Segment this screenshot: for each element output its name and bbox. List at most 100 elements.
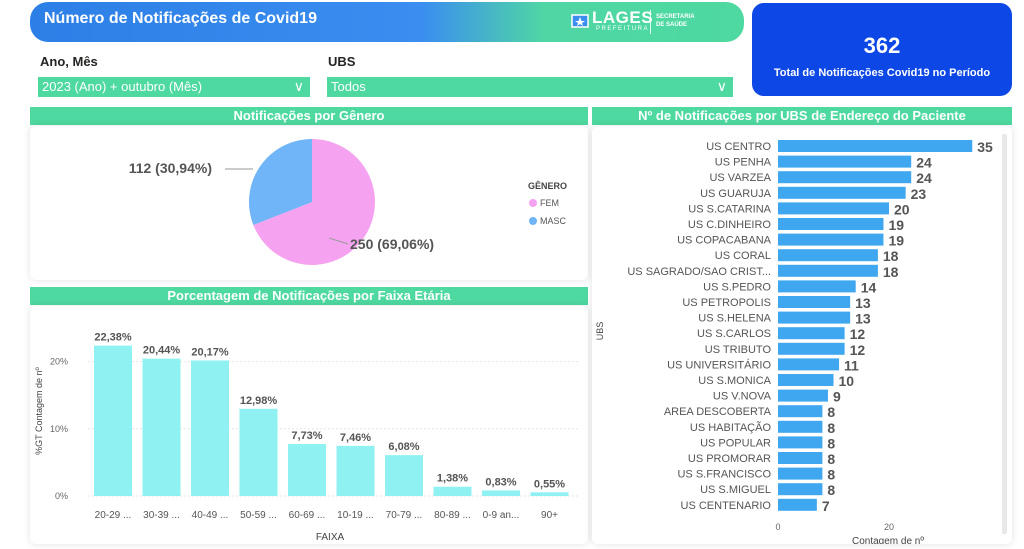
logo-divider xyxy=(650,10,651,34)
age-bar[interactable] xyxy=(336,445,375,496)
age-category-label: 30-39 ... xyxy=(143,510,180,521)
ubs-bar-label: 13 xyxy=(855,311,871,327)
age-bar[interactable] xyxy=(482,490,520,496)
ubs-category-label: US UNIVERSITÁRIO xyxy=(667,358,771,371)
legend-fem-label: FEM xyxy=(540,198,559,208)
ubs-category-label: US PROMORAR xyxy=(688,453,771,465)
ubs-bar[interactable] xyxy=(778,171,912,184)
ubs-bar[interactable] xyxy=(778,420,823,433)
ubs-bar[interactable] xyxy=(778,389,828,402)
pie-slice-fem[interactable] xyxy=(253,139,375,265)
title-bar: Número de Notificações de Covid19 LAGES … xyxy=(30,2,744,42)
ubs-y-axis-title: UBS xyxy=(595,322,605,341)
ubs-bar[interactable] xyxy=(778,452,823,464)
kpi-label: Total de Notificações Covid19 no Período xyxy=(773,67,991,79)
age-y-tick: 0% xyxy=(55,491,68,501)
ubs-bar-label: 9 xyxy=(833,389,841,405)
age-category-label: 80-89 ... xyxy=(434,510,471,521)
age-bar[interactable] xyxy=(288,444,326,496)
ubs-bar[interactable] xyxy=(778,233,884,246)
legend-title: GÊNERO xyxy=(528,180,567,191)
ubs-bar[interactable] xyxy=(778,264,878,277)
ubs-bar[interactable] xyxy=(778,483,823,496)
ubs-category-label: US S.HELENA xyxy=(698,313,771,325)
ubs-category-label: US CORAL xyxy=(715,250,771,262)
ubs-scrollbar[interactable] xyxy=(1002,134,1007,534)
ubs-category-label: US POPULAR xyxy=(700,437,771,449)
ubs-bar-label: 13 xyxy=(855,295,871,311)
age-bar-label: 0,55% xyxy=(534,478,565,490)
ubs-bar[interactable] xyxy=(778,436,823,449)
ubs-bar-label: 18 xyxy=(883,248,899,264)
ubs-bar[interactable] xyxy=(778,202,889,215)
ubs-bar[interactable] xyxy=(778,405,823,418)
age-bar[interactable] xyxy=(142,358,181,496)
ubs-bar[interactable] xyxy=(778,358,840,371)
ubs-bar[interactable] xyxy=(778,140,973,152)
ubs-bar[interactable] xyxy=(778,218,884,230)
ubs-category-label: US GUARUJA xyxy=(700,188,772,200)
ubs-category-label: US S.CARLOS xyxy=(697,328,771,340)
age-category-label: 10-19 ... xyxy=(337,510,374,521)
age-section-header: Porcentagem de Notificações por Faixa Et… xyxy=(30,287,588,305)
flag-icon xyxy=(571,14,589,28)
ubs-bar-label: 19 xyxy=(888,217,904,233)
ubs-bar[interactable] xyxy=(778,498,817,511)
period-filter-dropdown[interactable]: 2023 (Ano) + outubro (Mês) ∨ xyxy=(38,77,310,97)
age-bar[interactable] xyxy=(385,455,423,496)
age-y-tick: 20% xyxy=(50,357,68,367)
lages-logo: LAGES PREFEITURA SECRETARIA DE SAÚDE xyxy=(570,7,740,37)
age-category-label: 90+ xyxy=(541,510,558,521)
age-bar-label: 7,46% xyxy=(340,432,371,444)
age-bar-label: 20,17% xyxy=(191,346,229,358)
ubs-category-label: US S.MIGUEL xyxy=(700,484,771,496)
ubs-bar-label: 12 xyxy=(850,342,866,358)
ubs-category-label: US S.PEDRO xyxy=(703,281,771,293)
age-bar-label: 7,73% xyxy=(291,430,322,442)
ubs-bar[interactable] xyxy=(778,249,878,262)
chevron-down-icon: ∨ xyxy=(293,78,304,94)
ubs-x-axis-title: Contagem de nº xyxy=(852,536,924,544)
period-filter-value: 2023 (Ano) + outubro (Mês) xyxy=(42,79,203,94)
ubs-bar[interactable] xyxy=(778,374,834,386)
age-bar-label: 20,44% xyxy=(143,345,181,357)
ubs-bar-label: 8 xyxy=(827,420,835,436)
ubs-bar-chart: US CENTRO 35 US PENHA 24 US VARZEA 24 US GUARU… xyxy=(595,134,1007,544)
page-title: Número de Notificações de Covid19 xyxy=(44,10,317,27)
ubs-bar-label: 8 xyxy=(827,451,835,467)
age-category-label: 20-29 ... xyxy=(95,510,132,521)
ubs-bar[interactable] xyxy=(778,467,823,480)
age-bar-label: 1,38% xyxy=(437,473,468,485)
age-bar-chart: 0% 10% 20% 22,38% 20-29 ... 20,44% 30-39 ... 2… xyxy=(34,332,578,543)
ubs-filter-dropdown[interactable]: Todos ∨ xyxy=(327,77,733,97)
masc-slice-label: 112 (30,94%) xyxy=(129,160,212,176)
period-filter-label: Ano, Mês xyxy=(40,54,98,69)
age-category-label: 70-79 ... xyxy=(386,510,423,521)
legend-masc-marker xyxy=(529,217,537,225)
pie-slice-masc[interactable] xyxy=(249,139,312,225)
ubs-bar[interactable] xyxy=(778,327,845,340)
ubs-bar[interactable] xyxy=(778,296,851,308)
age-bar[interactable] xyxy=(191,360,229,496)
ubs-bar-label: 7 xyxy=(822,498,830,514)
age-bar[interactable] xyxy=(433,486,472,496)
age-bar[interactable] xyxy=(239,408,278,496)
ubs-bar[interactable] xyxy=(778,311,851,324)
ubs-bar-label: 10 xyxy=(839,373,855,389)
ubs-bar-label: 8 xyxy=(827,467,835,483)
ubs-bar[interactable] xyxy=(778,342,845,355)
ubs-bar-label: 24 xyxy=(916,155,932,171)
ubs-bar-label: 14 xyxy=(861,279,877,295)
ubs-bar[interactable] xyxy=(778,186,906,199)
ubs-bar[interactable] xyxy=(778,155,912,168)
age-category-label: 50-59 ... xyxy=(240,510,277,521)
ubs-x-tick: 0 xyxy=(775,522,780,532)
age-bar-label: 12,98% xyxy=(240,395,278,407)
age-bar[interactable] xyxy=(94,345,132,496)
ubs-bar[interactable] xyxy=(778,280,856,293)
ubs-category-label: US V.NOVA xyxy=(713,391,772,403)
ubs-category-label: US PENHA xyxy=(715,157,772,169)
ubs-section-header: Nº de Notificações por UBS de Endereço d… xyxy=(592,107,1012,125)
age-bar[interactable] xyxy=(530,492,569,496)
logo-secretaria: SECRETARIA DE SAÚDE xyxy=(656,13,695,29)
